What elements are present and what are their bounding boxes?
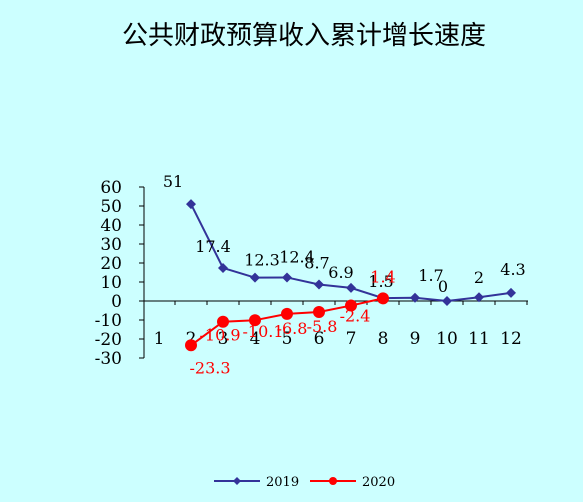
data-label-2019: 12.3 bbox=[244, 251, 280, 270]
data-label-2020: 1.4 bbox=[370, 267, 395, 286]
data-point-2019 bbox=[410, 292, 420, 303]
y-tick-label: 60 bbox=[100, 178, 122, 198]
x-tick-label: 7 bbox=[346, 329, 357, 349]
data-label-2019: 2 bbox=[474, 268, 484, 287]
y-tick-label: 10 bbox=[100, 273, 122, 293]
y-tick-label: -10 bbox=[95, 311, 122, 331]
data-point-2019 bbox=[186, 199, 196, 210]
x-tick-label: 12 bbox=[500, 329, 522, 349]
data-label-2019: 4.3 bbox=[500, 260, 525, 279]
data-point-2020 bbox=[313, 306, 325, 319]
data-label-2019: 17.4 bbox=[195, 237, 231, 256]
x-tick-label: 9 bbox=[410, 329, 421, 349]
chart-title: 公共财政预算收入累计增长速度 bbox=[122, 21, 486, 51]
y-tick-label: 40 bbox=[100, 216, 122, 236]
x-tick-label: 1 bbox=[154, 329, 165, 349]
data-label-2019: 1.7 bbox=[418, 266, 443, 285]
y-tick-label: 0 bbox=[111, 292, 122, 312]
data-label-2019: 8.7 bbox=[304, 253, 329, 272]
data-point-2019 bbox=[282, 272, 292, 283]
data-label-2020: -6.8 bbox=[277, 319, 308, 338]
data-label-2019: 6.9 bbox=[328, 263, 353, 282]
y-tick-label: -20 bbox=[95, 330, 122, 350]
y-tick-label: 20 bbox=[100, 254, 122, 274]
data-label-2020: -23.3 bbox=[189, 358, 230, 377]
data-labels: 51 17.4 12.3 12.48.76.9 1.5 1.70 2 4.3 -23.3 -10.… bbox=[163, 172, 526, 377]
data-point-2020 bbox=[249, 314, 261, 327]
legend-swatch-marker bbox=[233, 477, 241, 485]
x-tick-label: 5 bbox=[282, 329, 293, 349]
x-tick-label: 4 bbox=[250, 329, 261, 349]
data-label-2020: -2.4 bbox=[340, 307, 371, 326]
x-tick-label: 3 bbox=[218, 329, 229, 349]
data-label-2019: 0 bbox=[438, 277, 448, 296]
data-point-2019 bbox=[314, 279, 324, 290]
data-point-2020 bbox=[281, 307, 293, 320]
data-point-2019 bbox=[218, 262, 228, 273]
data-point-2019 bbox=[442, 296, 452, 306]
data-point-2019 bbox=[474, 292, 484, 303]
legend-label: 2020 bbox=[362, 475, 395, 490]
x-tick-label: 10 bbox=[436, 329, 458, 349]
x-tick-label: 6 bbox=[314, 329, 325, 349]
series-lines bbox=[185, 199, 516, 352]
data-point-2019 bbox=[346, 282, 356, 293]
y-tick-label: -30 bbox=[95, 349, 122, 369]
data-point-2019 bbox=[506, 287, 516, 298]
legend: 2019 2020 bbox=[214, 475, 395, 490]
data-point-2020 bbox=[217, 315, 229, 328]
data-point-2019 bbox=[250, 272, 260, 283]
data-point-2020 bbox=[185, 339, 197, 352]
data-label-2020: -10.1 bbox=[242, 322, 283, 341]
data-label-2019: 1.5 bbox=[368, 272, 393, 291]
x-tick-label: 8 bbox=[378, 329, 389, 349]
data-label-2019: 51 bbox=[163, 172, 183, 191]
legend-swatch-marker bbox=[329, 477, 337, 485]
y-tick-label: 50 bbox=[100, 197, 122, 217]
x-tick-label: 11 bbox=[468, 329, 490, 349]
data-point-2020 bbox=[377, 292, 389, 305]
data-point-2020 bbox=[345, 299, 357, 312]
data-label-2019: 12.4 bbox=[279, 247, 315, 266]
data-label-2020: -5.8 bbox=[307, 317, 338, 336]
legend-label: 2019 bbox=[266, 475, 299, 490]
data-label-2020: -10.9 bbox=[199, 326, 240, 345]
y-tick-label: 30 bbox=[100, 235, 122, 255]
x-tick-label: 2 bbox=[186, 329, 197, 349]
